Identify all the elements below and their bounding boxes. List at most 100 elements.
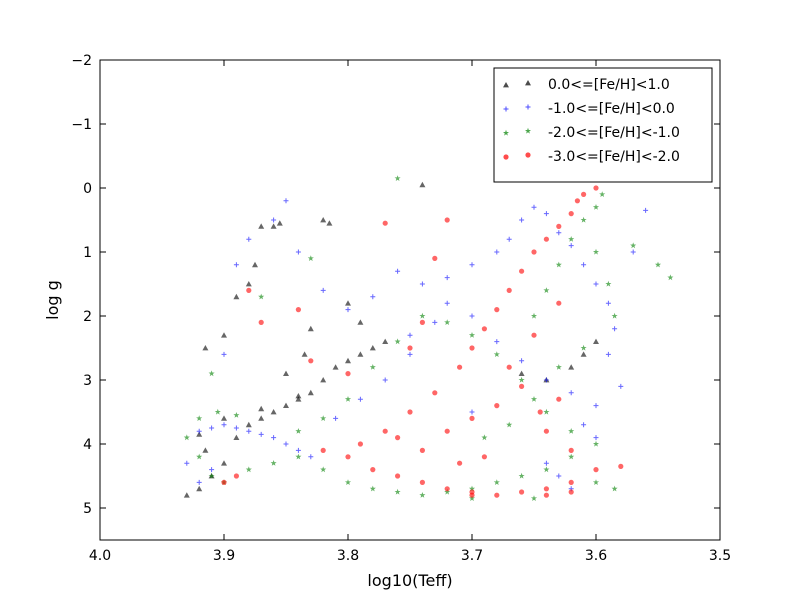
data-point: [283, 402, 289, 408]
data-point: [245, 466, 252, 473]
data-point: [543, 211, 549, 217]
data-point: [419, 181, 426, 188]
data-point: [543, 486, 550, 492]
data-point: [320, 447, 326, 453]
data-point: [221, 479, 227, 485]
data-point: [581, 422, 587, 428]
data-point: [543, 236, 550, 242]
legend-marker: [502, 129, 510, 136]
data-point: [283, 370, 289, 376]
y-tick-label: 4: [83, 437, 92, 453]
legend-marker: [503, 106, 509, 112]
data-point: [295, 393, 302, 399]
data-point: [345, 454, 351, 460]
data-point: [530, 312, 538, 319]
legend-marker: [503, 154, 509, 160]
data-point: [233, 412, 240, 418]
data-point: [209, 425, 215, 431]
data-point: [320, 377, 327, 383]
data-point: [270, 223, 277, 229]
data-point: [494, 307, 500, 313]
data-point: [233, 293, 240, 300]
data-point: [469, 313, 475, 319]
y-tick-label: 1: [83, 245, 92, 261]
data-point: [493, 351, 500, 357]
data-point: [556, 230, 562, 236]
data-point: [276, 220, 283, 226]
data-point: [611, 312, 618, 319]
data-point: [419, 479, 425, 485]
x-tick-label: 3.7: [461, 548, 483, 564]
y-axis-label: log g: [43, 280, 62, 320]
data-point: [469, 492, 475, 498]
data-point: [344, 396, 352, 402]
data-point: [580, 216, 587, 223]
data-point: [457, 460, 463, 466]
data-point: [555, 364, 562, 370]
data-point: [209, 467, 215, 473]
data-point: [221, 415, 227, 421]
data-point: [469, 345, 475, 351]
data-point: [252, 261, 258, 268]
data-point: [246, 236, 252, 242]
data-point: [308, 358, 314, 364]
data-point: [618, 383, 624, 389]
data-point: [444, 319, 451, 325]
y-tick-label: 0: [83, 181, 92, 197]
data-point: [407, 409, 413, 415]
data-point: [395, 268, 401, 274]
legend-label: -1.0<=[Fe/H]<0.0: [548, 101, 675, 117]
data-point: [543, 492, 550, 498]
data-point: [592, 248, 600, 255]
data-point: [295, 447, 301, 453]
data-point: [345, 300, 351, 306]
data-point: [246, 428, 252, 434]
data-point: [270, 460, 277, 466]
data-point: [295, 453, 302, 460]
data-point: [214, 408, 221, 415]
data-point: [382, 338, 389, 344]
data-point: [568, 236, 575, 242]
data-point: [593, 403, 599, 409]
data-point: [468, 495, 476, 501]
data-point: [320, 466, 327, 473]
data-point: [196, 479, 202, 485]
legend-marker: [525, 80, 531, 86]
data-point: [419, 281, 425, 287]
data-point: [543, 287, 550, 293]
data-point: [543, 377, 549, 383]
data-point: [183, 434, 190, 441]
data-point: [568, 453, 575, 460]
data-point: [308, 454, 314, 460]
data-point: [643, 207, 649, 213]
y-tick-label: 3: [83, 373, 92, 389]
data-point: [518, 376, 525, 383]
data-point: [407, 351, 413, 357]
data-point: [271, 435, 277, 441]
data-point: [183, 492, 190, 498]
data-point: [419, 447, 425, 453]
data-point: [394, 175, 401, 181]
data-point: [382, 377, 388, 383]
legend: 0.0<=[Fe/H]<1.0 -1.0<=[Fe/H]<0.0 -2.0<=[Fe…: [493, 67, 713, 183]
series-3: [183, 175, 674, 501]
data-point: [568, 447, 574, 453]
data-point: [295, 396, 302, 402]
data-point: [307, 255, 314, 261]
legend-box: [493, 67, 713, 183]
data-point: [344, 479, 352, 485]
data-point: [556, 396, 562, 402]
data-point: [543, 428, 550, 434]
data-point: [530, 495, 538, 501]
data-point: [432, 390, 438, 396]
data-point: [444, 488, 451, 495]
data-point: [444, 428, 450, 434]
data-point: [506, 364, 512, 370]
data-point: [270, 409, 277, 415]
y-tick-label: 5: [83, 501, 92, 517]
data-point: [506, 287, 512, 293]
data-point: [530, 396, 538, 402]
plot-marks: [183, 175, 674, 501]
data-point: [345, 357, 351, 364]
data-point: [519, 217, 525, 223]
